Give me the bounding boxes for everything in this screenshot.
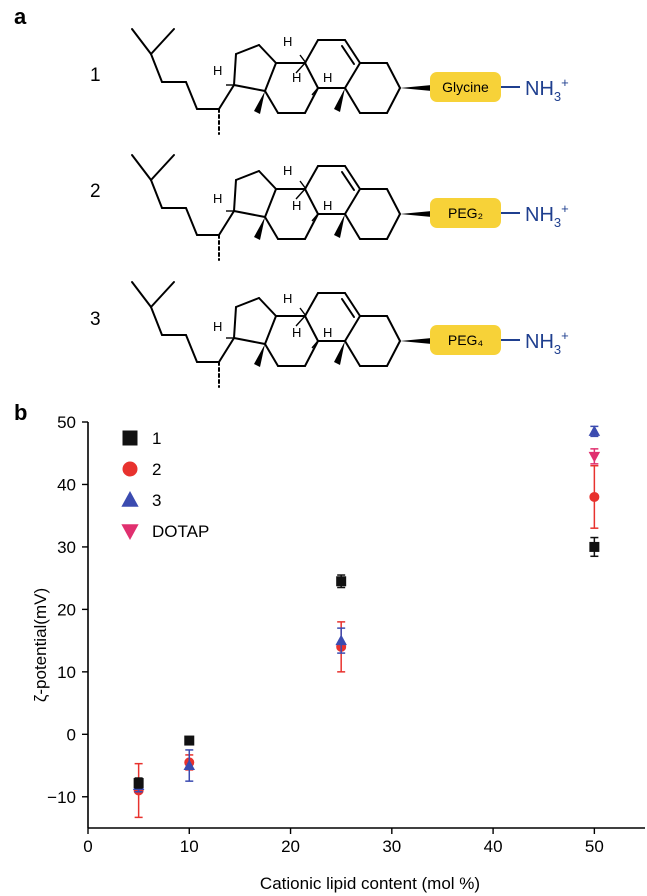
marker xyxy=(588,425,601,436)
hydrogen-label: H xyxy=(283,163,292,178)
hydrogen-label: H xyxy=(323,198,332,213)
hydrogen-label: H xyxy=(323,325,332,340)
svg-text:PEG₂: PEG₂ xyxy=(448,205,483,221)
marker xyxy=(184,735,195,746)
legend-marker-3 xyxy=(121,491,139,507)
legend-label-1: 1 xyxy=(152,429,161,448)
y-tick-label: 10 xyxy=(57,663,76,682)
amine-2: NH3+ xyxy=(525,201,569,230)
x-tick-label: 40 xyxy=(484,837,503,856)
data-point-series-2 xyxy=(589,464,600,529)
legend-marker-1 xyxy=(122,430,138,446)
molecule-number-1: 1 xyxy=(90,65,101,86)
legend-label-3: 3 xyxy=(152,491,161,510)
legend-marker-2 xyxy=(122,461,138,477)
data-point-series-1 xyxy=(133,777,144,789)
marker xyxy=(335,634,347,646)
legend-marker-DOTAP xyxy=(121,524,139,540)
chemical-structures: 1 2 3 H H H H H H H H H H H H Glycine PE… xyxy=(90,28,569,388)
x-tick-label: 10 xyxy=(180,837,199,856)
y-tick-label: 50 xyxy=(57,413,76,432)
molecule-3 xyxy=(131,281,432,388)
data-point-series-1 xyxy=(184,735,195,746)
hydrogen-label: H xyxy=(213,63,222,78)
hydrogen-label: H xyxy=(213,319,222,334)
legend: 1 2 3 DOTAP xyxy=(121,429,209,541)
marker xyxy=(183,759,196,771)
y-tick-label: 40 xyxy=(57,475,76,494)
marker xyxy=(588,451,601,463)
y-tick-label: 0 xyxy=(67,725,76,744)
x-tick-label: 30 xyxy=(382,837,401,856)
svg-text:Glycine: Glycine xyxy=(442,79,489,95)
tag-2: PEG₂ xyxy=(430,198,501,228)
zeta-potential-chart: 0 10 20 30 40 50 −10 0 10 20 30 40 50 1 2 3 DOTAP Catio… xyxy=(31,413,645,893)
hydrogen-label: H xyxy=(292,70,301,85)
hydrogen-label: H xyxy=(213,191,222,206)
plot-marks xyxy=(132,425,601,819)
svg-text:PEG₄: PEG₄ xyxy=(448,332,484,348)
x-tick-label: 50 xyxy=(585,837,604,856)
amine-3: NH3+ xyxy=(525,328,569,357)
y-axis-label: ζ-potential(mV) xyxy=(31,588,50,702)
legend-label-DOTAP: DOTAP xyxy=(152,522,209,541)
tag-3: PEG₄ xyxy=(430,325,501,355)
molecule-number-2: 2 xyxy=(90,181,101,202)
legend-label-2: 2 xyxy=(152,460,161,479)
molecule-1 xyxy=(131,28,432,135)
data-point-series-3 xyxy=(588,425,601,438)
data-point-series-3 xyxy=(335,627,347,654)
hydrogen-label: H xyxy=(292,198,301,213)
marker xyxy=(589,541,600,552)
hydrogen-label: H xyxy=(283,291,292,306)
hydrogen-label: H xyxy=(323,70,332,85)
marker xyxy=(133,778,144,789)
y-tick-label: 30 xyxy=(57,538,76,557)
hydrogen-label: H xyxy=(292,325,301,340)
data-point-series-3 xyxy=(183,749,196,782)
y-tick-label: 20 xyxy=(57,600,76,619)
data-point-series-DOTAP xyxy=(588,448,601,465)
y-tick-label: −10 xyxy=(47,788,76,807)
tag-1: Glycine xyxy=(430,72,501,102)
marker xyxy=(336,576,347,587)
data-point-series-1 xyxy=(589,536,600,558)
data-point-series-1 xyxy=(336,574,347,589)
hydrogen-labels: H H H H H H H H H H H H xyxy=(213,34,332,340)
panel-label-a: a xyxy=(14,4,27,29)
molecule-2 xyxy=(131,154,432,261)
plot-axes: 0 10 20 30 40 50 −10 0 10 20 30 40 50 xyxy=(47,413,645,856)
x-axis-label: Cationic lipid content (mol %) xyxy=(260,874,480,893)
molecule-number-3: 3 xyxy=(90,309,101,330)
panel-label-b: b xyxy=(14,400,28,425)
marker xyxy=(589,491,600,502)
x-tick-label: 0 xyxy=(83,837,92,856)
x-tick-label: 20 xyxy=(281,837,300,856)
amine-1: NH3+ xyxy=(525,75,569,104)
hydrogen-label: H xyxy=(283,34,292,49)
